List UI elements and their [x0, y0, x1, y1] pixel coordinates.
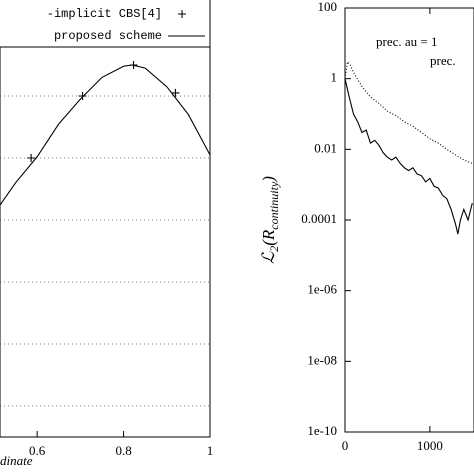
- y-axis-label-part: 2: [267, 246, 281, 252]
- y-tick-label: 1e-08: [307, 352, 337, 367]
- series-line: [345, 78, 473, 235]
- y-tick-label: 0.01: [314, 140, 337, 155]
- series-line: [0, 64, 210, 206]
- x-tick-label: 1000: [417, 438, 443, 453]
- y-axis-label-part: ℒ: [259, 251, 278, 264]
- legend-label: prec.: [430, 53, 456, 68]
- y-tick-label: 100: [318, 0, 338, 14]
- legend-box: [0, 0, 211, 48]
- legend-label: prec. au = 1: [376, 34, 437, 49]
- x-axis-label: dinate: [0, 453, 33, 468]
- legend-label: -implicit CBS[4]: [47, 7, 162, 21]
- y-tick-label: 0.0001: [301, 211, 337, 226]
- x-tick-label: 0.8: [115, 443, 131, 458]
- x-tick-label: 0.6: [29, 443, 46, 458]
- series-line: [345, 60, 473, 164]
- legend-marker: [178, 10, 186, 18]
- y-axis-label-part: (R: [259, 229, 278, 246]
- y-tick-label: 1: [331, 70, 338, 85]
- x-tick-label: 0: [342, 438, 349, 453]
- legend-label: proposed scheme: [54, 29, 162, 43]
- y-axis-label: ℒ2(Rcontinuity): [259, 176, 281, 264]
- point-marker: [171, 88, 180, 97]
- y-tick-label: 1e-06: [307, 282, 337, 297]
- y-axis-label-part: ): [259, 176, 278, 183]
- x-tick-label: 1: [207, 443, 214, 458]
- y-tick-label: 1e-10: [307, 423, 337, 438]
- y-axis-label-part: continuity: [267, 181, 281, 230]
- point-marker: [27, 154, 36, 162]
- point-marker: [78, 92, 87, 100]
